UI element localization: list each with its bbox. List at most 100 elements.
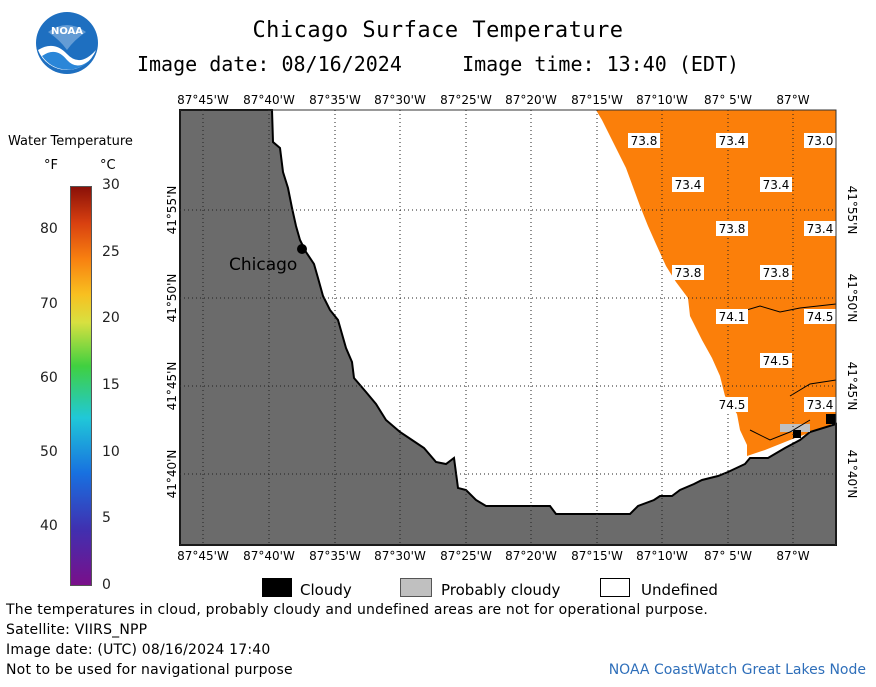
temperature-label: 73.4 [719,134,746,148]
unit-fahrenheit: °F [44,158,58,173]
axis-labels: 87°45'W 87°45'W 87°40'W 87°40'W 87°35'W 87°35… [165,93,859,563]
longitude-label: 87°40'W [243,93,295,107]
temperature-label: 73.8 [675,266,702,280]
border-line [749,419,811,441]
temperature-label: 73.0 [807,134,834,148]
navigation-note: Not to be used for navigational purpose [6,662,293,678]
cloudy-patch [793,430,801,438]
longitude-label: 87°45'W [177,549,229,563]
longitude-label: 87° 5'W [704,549,752,563]
longitude-label: 87°30'W [374,93,426,107]
temperature-label: 73.8 [763,266,790,280]
temperature-label-bg [804,133,836,148]
colorbar-tick-fahrenheit: 50 [40,443,58,460]
sst-area [596,110,836,456]
colorbar-tick-celsius: 5 [102,510,111,527]
undefined-label: Undefined [641,581,718,599]
temperature-label-bg [760,353,792,368]
longitude-label: 87°25'W [440,549,492,563]
temperature-label: 74.5 [719,398,746,412]
colorbar [70,186,92,586]
longitude-label: 87°45'W [177,93,229,107]
probably-cloudy-patch [780,424,810,432]
latitude-label: 41°50'N [165,274,179,323]
cloudy-patch [826,414,836,424]
temperature-label-bg [716,221,748,236]
longitude-label: 87°15'W [571,549,623,563]
probably-cloudy-swatch [400,578,432,597]
temperature-label: 73.4 [807,398,834,412]
longitude-label: 87° 5'W [704,93,752,107]
colorbar-tick-celsius: 0 [102,577,111,593]
undefined-swatch [600,578,630,597]
temperature-label-bg [716,309,748,324]
longitude-label: 87°20'W [505,93,557,107]
map: Chicago 73.8 73.4 73.073.4 73.473.8 73.473.8… [165,93,859,563]
temperature-label-bg [760,177,792,192]
temperature-label-bg [760,265,792,280]
longitude-label: 87°15'W [571,93,623,107]
graticule [180,110,836,545]
latitude-label: 41°45'N [165,362,179,411]
temperature-label: 73.4 [763,178,790,192]
temperature-label: 73.8 [631,134,658,148]
probably-cloudy-label: Probably cloudy [441,581,561,599]
colorbar-tick-fahrenheit: 80 [40,221,58,238]
latitude-label: 41°40'N [165,450,179,499]
colorbar-tick-celsius: 10 [102,443,120,460]
colorbar-tick-celsius: 20 [102,310,120,327]
city-label: Chicago [229,255,297,275]
longitude-label: 87°W [776,93,809,107]
temperature-label-bg [672,265,704,280]
cloudy-swatch [262,578,292,597]
credit-link[interactable]: NOAA CoastWatch Great Lakes Node [608,662,866,678]
temperature-label: 74.5 [807,310,834,324]
temperature-label: 73.4 [675,178,702,192]
colorbar-tick-celsius: 30 [102,177,120,193]
map-frame [179,109,837,546]
temperature-label-bg [716,397,748,412]
temperature-label: 74.1 [719,310,746,324]
temperature-label-bg [672,177,704,192]
longitude-label: 87°35'W [309,549,361,563]
temperature-label-bg [716,133,748,148]
image-datetime: Image date: 08/16/2024 Image time: 13:40… [0,52,876,76]
longitude-label: 87°40'W [243,549,295,563]
colorbar-tick-celsius: 25 [102,243,120,260]
utc-date: Image date: (UTC) 08/16/2024 17:40 [6,642,271,658]
longitude-label: 87°30'W [374,549,426,563]
colorbar-tick-fahrenheit: 40 [40,517,58,534]
latitude-label: 41°45'N [845,362,859,411]
temperature-label-bg [804,309,836,324]
cloudy-label: Cloudy [300,581,352,599]
temperature-label-bg [628,133,660,148]
latitude-label: 41°55'N [165,186,179,235]
disclaimer: The temperatures in cloud, probably clou… [6,602,709,618]
temperature-labels: 73.8 73.4 73.0 73.4 73.4 73.8 73.4 73.8 73.8 74.1… [628,133,836,412]
colorbar-tick-fahrenheit: 70 [40,295,58,312]
temperature-label: 74.5 [763,354,790,368]
temperature-label-bg [804,221,836,236]
noaa-logo-icon: NOAA [36,12,98,74]
latitude-label: 41°50'N [845,274,859,323]
page-title: Chicago Surface Temperature [252,18,624,43]
longitude-label: 87°35'W [309,93,361,107]
longitude-label: 87°20'W [505,549,557,563]
temperature-label: 73.8 [719,222,746,236]
latitude-label: 41°40'N [845,450,859,499]
colorbar-tick-celsius: 15 [102,377,120,393]
longitude-label: 87°10'W [636,549,688,563]
temperature-label-bg [804,397,836,412]
border-line [789,379,837,397]
longitude-label: 87°25'W [440,93,492,107]
satellite: Satellite: VIIRS_NPP [6,622,148,638]
colorbar-title: Water Temperature [8,134,133,149]
unit-celsius: °C [100,158,116,173]
latitude-label: 41°55'N [845,186,859,235]
longitude-label: 87°W [776,549,809,563]
logo-text: NOAA [51,26,83,37]
colorbar-tick-fahrenheit: 60 [40,369,58,386]
image-date: Image date: 08/16/2024 [136,52,402,76]
image-time: Image time: 13:40 (EDT) [462,52,740,76]
temperature-label: 73.4 [807,222,834,236]
